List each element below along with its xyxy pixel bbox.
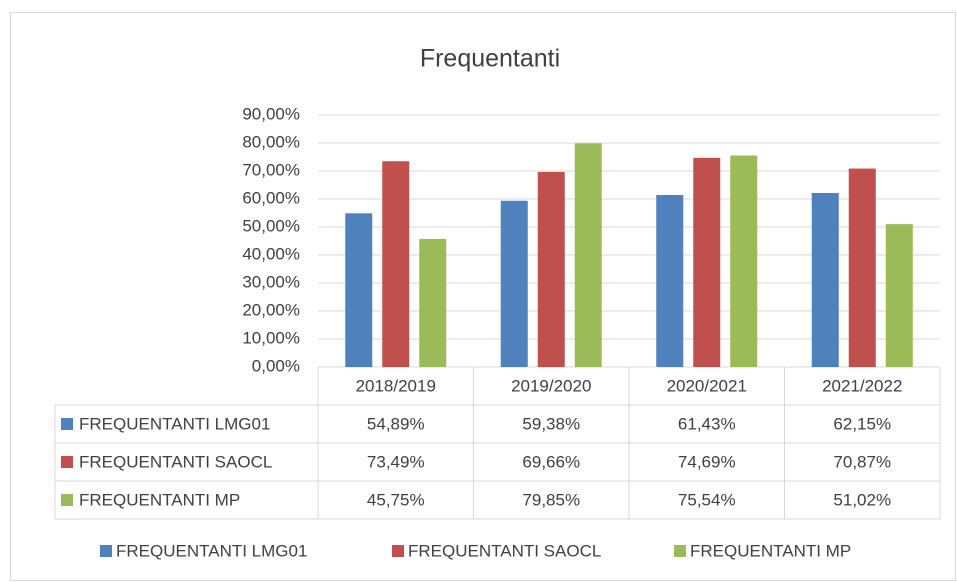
legend-label: FREQUENTANTI LMG01 <box>116 541 307 560</box>
table-cell: 69,66% <box>522 452 580 471</box>
table-legend-key <box>61 456 73 468</box>
table-cell: 59,38% <box>522 414 580 433</box>
y-tick-label: 70,00% <box>242 160 300 179</box>
table-cell: 70,87% <box>833 452 891 471</box>
table-cell: 62,15% <box>833 414 891 433</box>
table-legend-key <box>61 494 73 506</box>
bar <box>382 161 410 367</box>
bar <box>885 224 913 367</box>
legend-label: FREQUENTANTI MP <box>690 541 851 560</box>
table-legend-key <box>61 418 73 430</box>
table-series-name: FREQUENTANTI MP <box>79 490 240 509</box>
bar <box>537 171 565 367</box>
bar <box>419 238 447 367</box>
x-tick-label: 2020/2021 <box>667 376 747 395</box>
bar <box>693 157 721 367</box>
bar <box>811 192 839 367</box>
y-tick-label: 10,00% <box>242 328 300 347</box>
bar <box>574 143 602 367</box>
table-cell: 51,02% <box>833 490 891 509</box>
table-cell: 45,75% <box>367 490 425 509</box>
y-tick-label: 0,00% <box>252 356 300 375</box>
table-cell: 74,69% <box>678 452 736 471</box>
x-tick-label: 2021/2022 <box>822 376 902 395</box>
y-tick-label: 80,00% <box>242 132 300 151</box>
bar <box>500 200 528 367</box>
y-tick-label: 60,00% <box>242 188 300 207</box>
x-tick-label: 2019/2020 <box>511 376 591 395</box>
table-series-name: FREQUENTANTI LMG01 <box>79 414 270 433</box>
chart-border <box>10 12 956 581</box>
legend-key <box>392 545 404 557</box>
legend-key <box>674 545 686 557</box>
table-cell: 73,49% <box>367 452 425 471</box>
bar <box>656 194 684 367</box>
table-cell: 54,89% <box>367 414 425 433</box>
legend-key <box>100 545 112 557</box>
y-tick-label: 30,00% <box>242 272 300 291</box>
y-tick-label: 40,00% <box>242 244 300 263</box>
table-cell: 75,54% <box>678 490 736 509</box>
x-tick-label: 2018/2019 <box>356 376 436 395</box>
table-series-name: FREQUENTANTI SAOCL <box>79 452 272 471</box>
y-tick-label: 50,00% <box>242 216 300 235</box>
bar <box>848 168 876 367</box>
y-tick-label: 20,00% <box>242 300 300 319</box>
table-cell: 79,85% <box>522 490 580 509</box>
bar <box>345 213 373 367</box>
legend-label: FREQUENTANTI SAOCL <box>408 541 601 560</box>
y-tick-label: 90,00% <box>242 104 300 123</box>
bar <box>730 155 758 367</box>
chart-title: Frequentanti <box>420 45 560 73</box>
table-cell: 61,43% <box>678 414 736 433</box>
